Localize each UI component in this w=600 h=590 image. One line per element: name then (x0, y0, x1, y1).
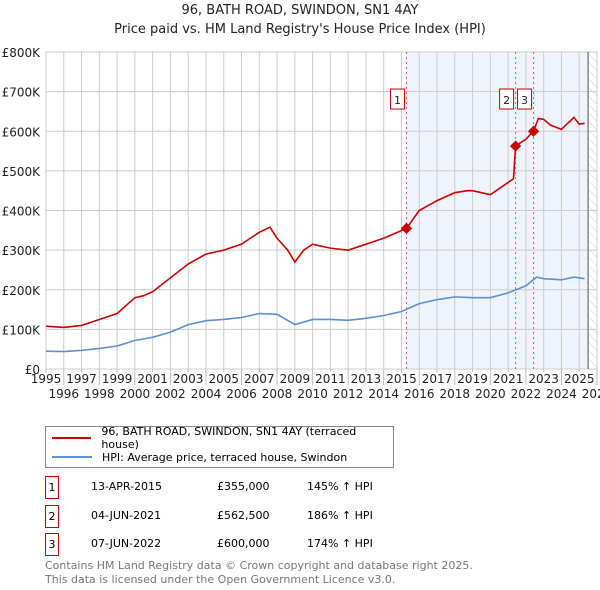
sale-price: £355,000 (217, 480, 270, 493)
x-tick-label: 2025 (564, 372, 595, 386)
x-tick-label: 1999 (102, 372, 133, 386)
x-tick-label: 2019 (457, 372, 488, 386)
x-tick-label: 2017 (422, 372, 453, 386)
sale-marker-badge: 2 (45, 505, 59, 528)
x-tick-label: 2009 (280, 372, 311, 386)
sale-label-box (499, 88, 515, 110)
hpi-line (45, 276, 585, 353)
legend-swatch (52, 456, 92, 458)
sale-label: 1 (394, 94, 401, 107)
sale-label: 2 (503, 94, 510, 107)
x-tick-label: 2023 (528, 372, 559, 386)
legend-item-hpi: HPI: Average price, terraced house, Swin… (52, 449, 347, 465)
sale-hpi: 145% ↑ HPI (307, 480, 373, 493)
sale-price: £600,000 (217, 537, 270, 550)
x-tick-label: 2003 (173, 372, 204, 386)
x-tick-label: 2018 (440, 387, 471, 401)
sale-row: 3 07-JUN-2022 £600,000 174% ↑ HPI (45, 533, 445, 557)
x-tick-label: 2020 (475, 387, 506, 401)
x-tick-label: 2013 (351, 372, 382, 386)
legend-swatch (52, 437, 92, 439)
sale-hpi: 174% ↑ HPI (307, 537, 373, 550)
sale-label: 3 (521, 94, 528, 107)
sale-date: 04-JUN-2021 (91, 509, 162, 522)
sale-marker-badge: 1 (45, 476, 59, 499)
y-tick-label: £400K (2, 205, 42, 219)
sale-row: 2 04-JUN-2021 £562,500 186% ↑ HPI (45, 505, 445, 529)
y-tick-label: £600K (2, 125, 42, 139)
sale-label-box (389, 88, 405, 110)
x-tick-label: 2007 (244, 372, 275, 386)
sale-point (400, 222, 413, 234)
sale-hpi: 186% ↑ HPI (307, 509, 373, 522)
x-tick-label: 2005 (208, 372, 239, 386)
x-tick-label: 2001 (137, 372, 168, 386)
sale-marker-badge: 3 (45, 533, 59, 556)
x-tick-label: 2011 (315, 372, 346, 386)
y-tick-label: £300K (2, 244, 42, 258)
x-tick-label: 2014 (368, 387, 399, 401)
sale-row: 1 13-APR-2015 £355,000 145% ↑ HPI (45, 476, 445, 500)
y-tick-label: £200K (2, 284, 42, 298)
x-tick-label: 1996 (49, 387, 80, 401)
x-tick-label: 2012 (333, 387, 364, 401)
footer-copyright: Contains HM Land Registry data © Crown c… (45, 559, 473, 572)
x-tick-label: 2010 (297, 387, 328, 401)
x-tick-label: 2004 (191, 387, 222, 401)
y-tick-label: £0 (25, 363, 40, 377)
x-tick-label: 2022 (511, 387, 542, 401)
sale-price: £562,500 (217, 509, 270, 522)
y-tick-label: £500K (2, 165, 42, 179)
sale-label-box (517, 88, 533, 110)
chart-title: 96, BATH ROAD, SWINDON, SN1 4AY (181, 3, 419, 18)
legend-label: 96, BATH ROAD, SWINDON, SN1 4AY (terrace… (101, 425, 357, 451)
x-tick-label: 1997 (66, 372, 97, 386)
legend: 96, BATH ROAD, SWINDON, SN1 4AY (terrace… (45, 425, 394, 468)
legend-item-property: 96, BATH ROAD, SWINDON, SN1 4AY (terrace… (52, 425, 393, 451)
plot-area: 1995199619971998199920002001200220032004… (2, 46, 600, 401)
sale-date: 07-JUN-2022 (91, 537, 162, 550)
y-tick-label: £800K (2, 46, 42, 60)
x-tick-label: 2026 (582, 387, 600, 401)
x-tick-label: 2021 (493, 372, 524, 386)
y-tick-label: £100K (2, 323, 42, 337)
x-tick-label: 2002 (155, 387, 186, 401)
chart-subtitle: Price paid vs. HM Land Registry's House … (114, 22, 486, 37)
legend-label: HPI: Average price, terraced house, Swin… (102, 450, 348, 464)
x-tick-label: 2015 (386, 372, 417, 386)
x-tick-label: 2024 (546, 387, 577, 401)
x-tick-label: 2008 (262, 387, 293, 401)
x-tick-label: 1995 (31, 372, 62, 386)
x-tick-label: 2016 (404, 387, 435, 401)
x-tick-label: 2000 (120, 387, 151, 401)
x-tick-label: 1998 (84, 387, 115, 401)
footer-licence: This data is licensed under the Open Gov… (45, 573, 396, 586)
sale-date: 13-APR-2015 (91, 480, 163, 493)
y-tick-label: £700K (2, 86, 42, 100)
x-tick-label: 2006 (226, 387, 257, 401)
